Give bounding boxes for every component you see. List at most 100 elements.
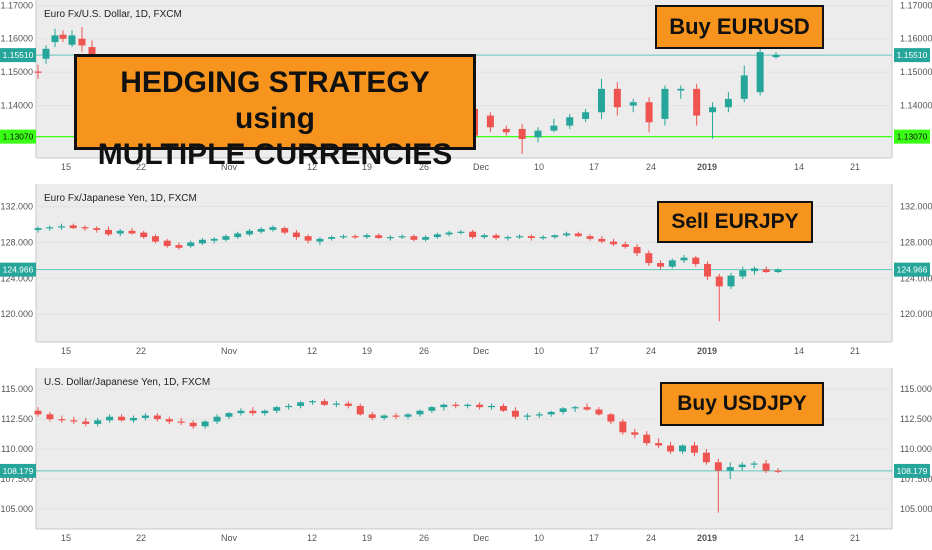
candle-body [534, 130, 542, 138]
candle-body [392, 415, 400, 417]
candle [404, 413, 412, 420]
candle-body [645, 102, 653, 123]
y-tick-label-left: 107.500 [0, 474, 33, 484]
candle [645, 97, 653, 133]
candle [153, 413, 161, 422]
candle [269, 225, 277, 232]
candle [680, 254, 688, 264]
candle [46, 225, 54, 231]
y-tick-label-left: 124.000 [0, 273, 33, 283]
candle [613, 82, 621, 116]
candle [285, 403, 293, 410]
candle [610, 238, 618, 247]
candle-body [709, 107, 717, 113]
candle [739, 266, 747, 280]
candle-body [46, 414, 54, 420]
candle-body [756, 52, 764, 93]
y-tick-label-right: 120.000 [900, 309, 932, 319]
candle-body [714, 462, 722, 471]
candle-body [726, 467, 734, 471]
buy-usdjpy-callout: Buy USDJPY [660, 382, 824, 426]
candle-body [328, 237, 336, 239]
candle-body [668, 260, 676, 267]
candle-body [480, 235, 488, 238]
candle [586, 234, 594, 241]
x-tick-label: Dec [473, 346, 490, 356]
sell-eurjpy-callout: Sell EURJPY [657, 201, 813, 243]
candle-body [129, 417, 137, 421]
y-tick-label-left: 110.000 [1, 444, 33, 454]
candle [187, 240, 195, 248]
price-tag-text: 108.179 [3, 466, 34, 476]
buy-eurusd-callout: Buy EURUSD [655, 5, 824, 49]
candle [392, 413, 400, 420]
candle-body [140, 232, 148, 238]
headline-line-2: MULTIPLE CURRENCIES [97, 138, 453, 171]
candle-body [68, 35, 76, 45]
candle-body [724, 98, 732, 108]
candle-body [34, 410, 42, 415]
x-tick-label: 12 [307, 346, 317, 356]
candle [702, 449, 710, 465]
candle-body [51, 35, 59, 43]
candle-body [82, 421, 90, 424]
y-tick-label-right: 124.000 [900, 273, 932, 283]
x-tick-label: 24 [646, 533, 656, 543]
candle [34, 226, 42, 233]
candle [51, 28, 59, 48]
candle-body [610, 241, 618, 245]
candle [356, 403, 364, 416]
candle [57, 223, 65, 230]
candle-body [563, 233, 571, 236]
x-tick-label: 24 [646, 162, 656, 172]
candle [551, 234, 559, 239]
candle [740, 65, 748, 103]
candle-body [234, 233, 242, 238]
candle [643, 431, 651, 446]
candle-body [368, 414, 376, 418]
candle [488, 403, 496, 410]
candle-body [356, 405, 364, 415]
candle-body [34, 228, 42, 230]
price-tag [894, 262, 930, 277]
candle-body [153, 415, 161, 420]
candle-body [285, 405, 293, 408]
candle [667, 441, 675, 454]
y-tick-label-left: 1.17000 [0, 0, 33, 10]
candle [104, 226, 112, 237]
candle [249, 407, 257, 416]
candle [677, 85, 685, 99]
x-tick-label: 17 [589, 162, 599, 172]
candle [655, 438, 663, 448]
x-tick-label: 14 [794, 346, 804, 356]
candle-body [416, 410, 424, 415]
candle [774, 268, 782, 273]
x-tick-label: Nov [221, 162, 238, 172]
candle-body [304, 236, 312, 241]
candle-body [81, 227, 89, 229]
candle [422, 235, 430, 242]
candle [175, 242, 183, 250]
x-tick-label: 10 [534, 162, 544, 172]
y-tick-label-left: 120.000 [0, 309, 33, 319]
candle-body [583, 407, 591, 410]
candle-body [34, 71, 42, 73]
x-tick-label: 22 [136, 346, 146, 356]
candle-body [574, 233, 582, 237]
candle [751, 266, 759, 275]
candle-body [128, 230, 136, 234]
candle [518, 123, 526, 154]
x-tick-label: 19 [362, 346, 372, 356]
candle-body [380, 415, 388, 418]
candle [198, 237, 206, 246]
candle [633, 244, 641, 256]
y-tick-label-left: 112.500 [1, 414, 33, 424]
candle [368, 411, 376, 421]
y-tick-label-left: 128.000 [0, 237, 33, 247]
candle-body [551, 235, 559, 238]
candle-body [539, 237, 547, 239]
candle [58, 415, 66, 423]
level-tag-text: 1.13070 [3, 132, 34, 142]
candle [679, 444, 687, 454]
candle [772, 52, 780, 59]
